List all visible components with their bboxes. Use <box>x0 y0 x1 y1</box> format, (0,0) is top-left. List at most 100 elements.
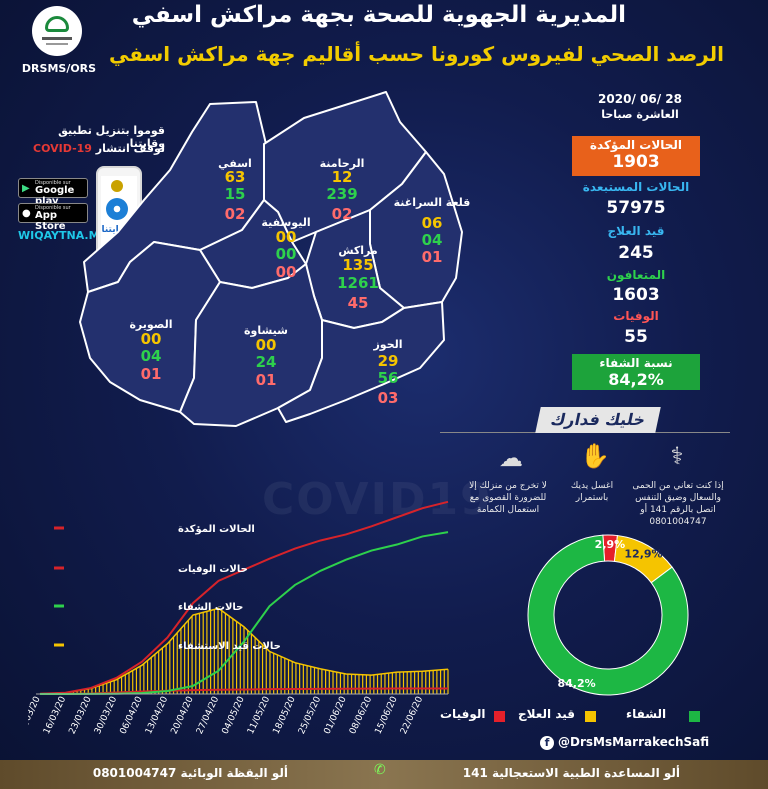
kelaa-recovered: 04 <box>422 231 443 249</box>
website-link[interactable]: WIQAYTNA.MA <box>18 229 109 242</box>
region-label-marrakech: مراكش <box>338 244 377 257</box>
recovered-label: المتعافون <box>606 268 666 282</box>
recovery-rate-box: نسبة الشفاء 84,2% <box>572 354 700 390</box>
report-time: العاشرة صباحا <box>601 108 679 121</box>
tip-stay-home: لا تخرج من منزلك إلا للضرورة القصوى مع ا… <box>469 481 547 515</box>
legend-swatch-deaths <box>494 711 505 722</box>
kelaa-deaths: 01 <box>422 248 443 266</box>
kelaa-confirmed: 06 <box>422 214 443 232</box>
region-label-safi: اسفي <box>218 157 252 170</box>
x-tick-label: 23/03/20 <box>68 695 94 736</box>
x-tick-label: 06/04/20 <box>119 695 145 736</box>
x-tick-label: 22/06/20 <box>399 695 425 736</box>
mask-icon: ☁ <box>499 444 523 472</box>
x-tick-label: 11/05/20 <box>246 695 272 736</box>
essaouira-deaths: 01 <box>141 365 162 383</box>
region-map: اسفي 63 15 02 الرحامنة 12 239 02 قلعة ال… <box>79 91 471 427</box>
x-tick-label: 18/05/20 <box>272 695 298 736</box>
region-label-chichaoua: شيشاوة <box>244 324 288 337</box>
region-alhaouz <box>277 301 445 423</box>
facebook-handle-text: @DrsMsMarrakechSafi <box>558 735 710 749</box>
google-play-label: Google play <box>35 185 75 207</box>
rehamna-recovered: 239 <box>326 185 357 203</box>
safi-deaths: 02 <box>225 205 246 223</box>
hospitalized-bars <box>39 608 449 694</box>
app-store-small: Disponible sur <box>35 205 71 211</box>
outcome-donut: 2,9%12,9% 84,2% <box>527 534 689 696</box>
x-tick-label: 20/04/20 <box>170 695 196 736</box>
legend-label: حالات قيد الاستشفاء <box>178 641 281 652</box>
facebook-icon: f <box>540 736 554 750</box>
treatment-label: قيد العلاج <box>607 224 665 238</box>
legend-label: الحالات المؤكدة <box>178 524 255 535</box>
app-store-label: App Store <box>35 210 66 232</box>
rehamna-deaths: 02 <box>332 205 353 223</box>
donut-label-recovered: 84,2% <box>557 677 595 690</box>
excluded-value: 57975 <box>606 198 666 218</box>
legend-deaths: الوفيات <box>440 707 486 721</box>
page-title: المديرية الجهوية للصحة بجهة مراكش اسفي <box>131 2 626 28</box>
recovered-value: 1603 <box>612 285 660 305</box>
google-play-small: Disponible sur <box>35 180 71 186</box>
legend-treatment: قيد العلاج <box>518 707 576 721</box>
page-subtitle: الرصد الصحي لفيروس كورونا حسب أقاليم جهة… <box>108 42 724 66</box>
essaouira-recovered: 04 <box>141 347 162 365</box>
x-tick-labels: 09/03/20 16/03/20 23/03/20 30/03/20 06/04/20… <box>28 695 425 736</box>
phone-icon: ✆ <box>374 762 386 778</box>
hand-wash-icon: ✋ <box>580 442 610 470</box>
tip-wash: اغسل يديك باستمرار <box>570 481 614 503</box>
x-tick-label: 30/03/20 <box>93 695 119 736</box>
marrakech-confirmed: 135 <box>342 256 373 274</box>
treatment-value: 245 <box>618 243 654 263</box>
legend-label: حالات الوفيات <box>178 564 248 575</box>
x-tick-label: 27/04/20 <box>195 695 221 736</box>
legend-label: حالات الشفاء <box>178 602 243 613</box>
alhaouz-deaths: 03 <box>378 389 399 407</box>
chichaoua-confirmed: 00 <box>256 336 277 354</box>
app-store-button[interactable]: ● Disponible sur App Store <box>18 203 88 232</box>
x-tick-label: 15/06/20 <box>374 695 400 736</box>
ministry-logo <box>32 6 82 56</box>
promo-line-2: لوقف انتشار COVID-19 <box>30 142 165 155</box>
logo-caption: DRSMS/ORS <box>21 62 97 75</box>
legend-swatch-treatment <box>585 711 596 722</box>
confirmed-box: الحالات المؤكدة 1903 <box>572 136 700 176</box>
x-tick-label: 16/03/20 <box>42 695 68 736</box>
chart-legend: الحالات المؤكدة حالات الوفيات حالات الشفاء… <box>54 524 281 652</box>
safi-recovered: 15 <box>225 185 246 203</box>
x-tick-label: 04/05/20 <box>221 695 247 736</box>
legend-recovered: الشفاء <box>626 707 667 721</box>
youssoufia-recovered: 00 <box>276 245 297 263</box>
google-play-icon: ▶ <box>22 183 30 194</box>
cases-chart: 09/03/20 16/03/20 23/03/20 30/03/20 06/04/20… <box>28 500 449 736</box>
alhaouz-recovered: 56 <box>378 369 399 387</box>
footer-bar: ألو المساعدة الطبية الاستعجالية 141 ألو … <box>0 760 768 789</box>
region-label-kelaa: قلعة السراغنة <box>394 196 471 209</box>
x-tick-label: 01/06/20 <box>323 695 349 736</box>
footer-vigilance: ألو اليقظة الوبائية 0801004747 <box>92 766 288 780</box>
rehamna-confirmed: 12 <box>332 168 353 186</box>
region-label-rehamna: الرحامنة <box>320 157 365 170</box>
stethoscope-icon: ⚕ <box>670 442 684 470</box>
safi-confirmed: 63 <box>225 168 246 186</box>
recovery-rate-value: 84,2% <box>608 370 664 389</box>
chichaoua-deaths: 01 <box>256 371 277 389</box>
legend-swatch-recovered <box>689 711 700 722</box>
series-hospitalized <box>39 607 449 695</box>
deaths-value: 55 <box>624 327 648 347</box>
youssoufia-confirmed: 00 <box>276 228 297 246</box>
chichaoua-recovered: 24 <box>256 353 277 371</box>
deaths-label: الوفيات <box>613 309 659 323</box>
report-date: 28 /06 /2020 <box>598 92 682 106</box>
donut-label-treatment: 12,9% <box>624 548 662 561</box>
google-play-button[interactable]: ▶ Disponible sur Google play <box>18 178 88 207</box>
promo-covid: COVID-19 <box>33 142 92 155</box>
x-tick-label: 08/06/20 <box>348 695 374 736</box>
apple-icon: ● <box>22 208 31 219</box>
facebook-handle[interactable]: f @DrsMsMarrakechSafi <box>540 735 709 750</box>
region-label-alhaouz: الحوز <box>372 338 402 351</box>
recovery-rate-label: نسبة الشفاء <box>599 356 673 370</box>
marrakech-deaths: 45 <box>348 294 369 312</box>
essaouira-confirmed: 00 <box>141 330 162 348</box>
footer-samu: ألو المساعدة الطبية الاستعجالية 141 <box>462 766 680 780</box>
